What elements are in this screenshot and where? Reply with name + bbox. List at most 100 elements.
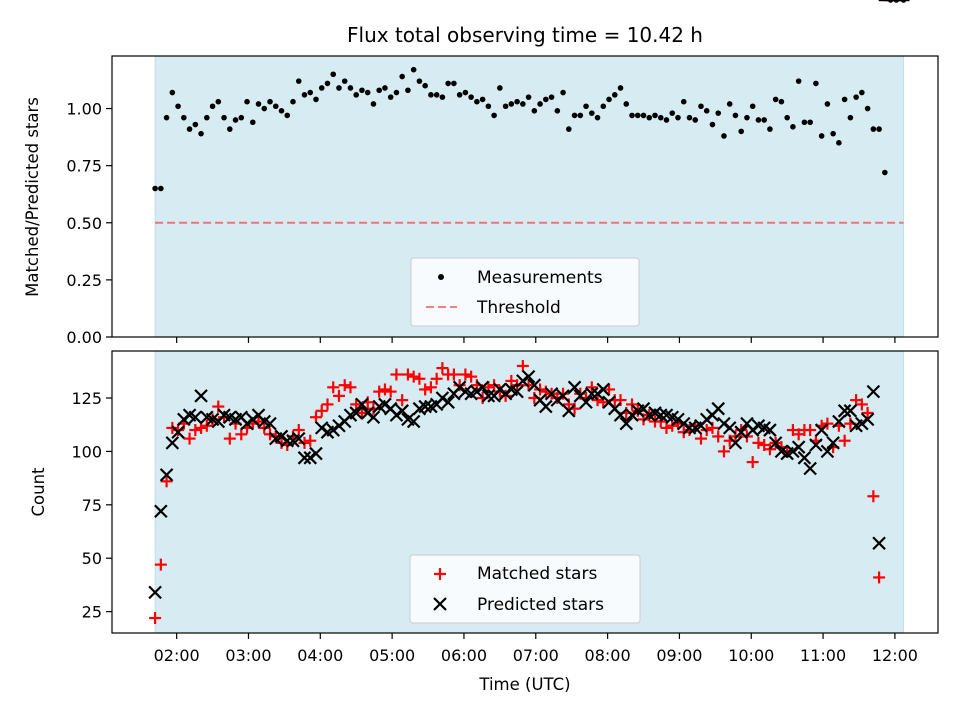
predicted-star-point [728, 436, 743, 450]
predicted-star-point [763, 423, 777, 437]
measurement-point [732, 112, 739, 119]
measurement-point [255, 101, 262, 107]
measurement-point [703, 108, 710, 114]
top-y-tick-label: 0.75 [66, 157, 102, 176]
measurement-point [405, 87, 411, 94]
measurement-point [359, 87, 365, 94]
predicted-star-point [814, 423, 829, 437]
matched-star-point [183, 432, 196, 445]
bottom-y-tick-label: 25 [82, 603, 102, 622]
matched-star-point [396, 394, 409, 407]
measurement-point [738, 128, 744, 135]
measurement-point [721, 133, 727, 139]
measurement-point [491, 112, 497, 119]
measurement-point [330, 71, 337, 78]
measurement-point [531, 108, 538, 114]
predicted-star-point [837, 404, 852, 418]
predicted-star-point [154, 504, 168, 519]
matched-star-point [752, 436, 765, 449]
measurement-point [497, 85, 503, 91]
matched-star-point [355, 406, 368, 419]
matched-star-point [235, 428, 248, 441]
measurement-point [680, 98, 687, 105]
measurement-point [336, 85, 342, 91]
matched-star-point [516, 359, 529, 372]
measurement-point [669, 110, 676, 116]
predicted-star-point [188, 410, 203, 425]
predicted-star-point [539, 399, 553, 414]
predicted-star-point [263, 416, 277, 431]
matched-star-point [430, 372, 443, 385]
measurement-point [715, 110, 722, 116]
bottom-axes-frame [111, 350, 939, 634]
measurement-point [801, 119, 808, 126]
matched-star-point [390, 368, 403, 381]
predicted-star-point [395, 404, 409, 418]
legend-marker-measurements [438, 274, 444, 280]
predicted-star-point [872, 536, 886, 551]
measurement-point [295, 78, 302, 84]
predicted-star-point [475, 380, 490, 395]
matched-star-point [189, 424, 202, 437]
matched-star-point [321, 398, 334, 411]
matched-star-point [459, 368, 472, 381]
measurement-point [749, 103, 756, 110]
measurement-point [422, 82, 428, 89]
measurement-point [198, 130, 204, 137]
measurement-point [663, 117, 670, 123]
predicted-star-point [860, 412, 875, 427]
matched-star-point [269, 430, 282, 443]
top-legend-box [410, 257, 640, 327]
measurement-point [278, 108, 285, 114]
measurement-point [479, 96, 486, 103]
matched-star-point [154, 558, 167, 571]
predicted-star-point [366, 410, 381, 425]
measurement-point [416, 78, 423, 84]
matched-star-point [626, 398, 639, 411]
measurement-point [204, 114, 210, 121]
measurement-point [520, 101, 526, 107]
measurement-point [341, 78, 348, 84]
predicted-star-point [797, 451, 812, 465]
measurement-point [192, 121, 199, 128]
measurement-point [318, 85, 325, 91]
top-y-ticks: 0.00 0.25 0.50 0.75 1.00 [66, 100, 112, 347]
measurement-point [657, 114, 664, 121]
matched-star-point [172, 424, 185, 437]
measurement-point [307, 89, 314, 96]
measurement-point [767, 126, 773, 132]
measurement-point [859, 89, 865, 96]
top-y-axis-label: Matched/Predicted stars [23, 97, 42, 297]
measurement-point [301, 92, 308, 98]
measurement-point [652, 112, 658, 119]
matched-star-point [332, 389, 345, 402]
measurement-point [226, 126, 233, 132]
matched-star-point [195, 421, 208, 434]
matched-star-point [292, 424, 305, 437]
measurement-point [410, 66, 417, 73]
matched-star-point [465, 370, 478, 383]
measurement-point [629, 112, 635, 119]
predicted-star-point [619, 416, 634, 431]
measurement-point [795, 78, 802, 84]
legend-marker-predicted [433, 597, 447, 611]
matched-star-point [838, 434, 851, 447]
measurement-point [692, 117, 699, 123]
legend-label-matched: Matched stars [477, 564, 597, 584]
measurement-point [181, 114, 187, 121]
predicted-star-point [711, 401, 725, 416]
predicted-star-point [722, 421, 737, 435]
predicted-star-point [562, 404, 576, 418]
measurement-point [238, 114, 245, 121]
matched-star-point [327, 381, 340, 394]
matched-star-point [309, 411, 322, 424]
measurement-point [347, 85, 354, 91]
predicted-star-point [291, 431, 306, 446]
measurement-point [836, 140, 842, 146]
top-x-ticks [176, 337, 896, 343]
predicted-star-point [803, 461, 817, 476]
matched-star-point [338, 379, 351, 392]
predicted-star-point [653, 408, 668, 422]
matched-star-point [149, 612, 162, 625]
measurement-point [841, 96, 848, 103]
